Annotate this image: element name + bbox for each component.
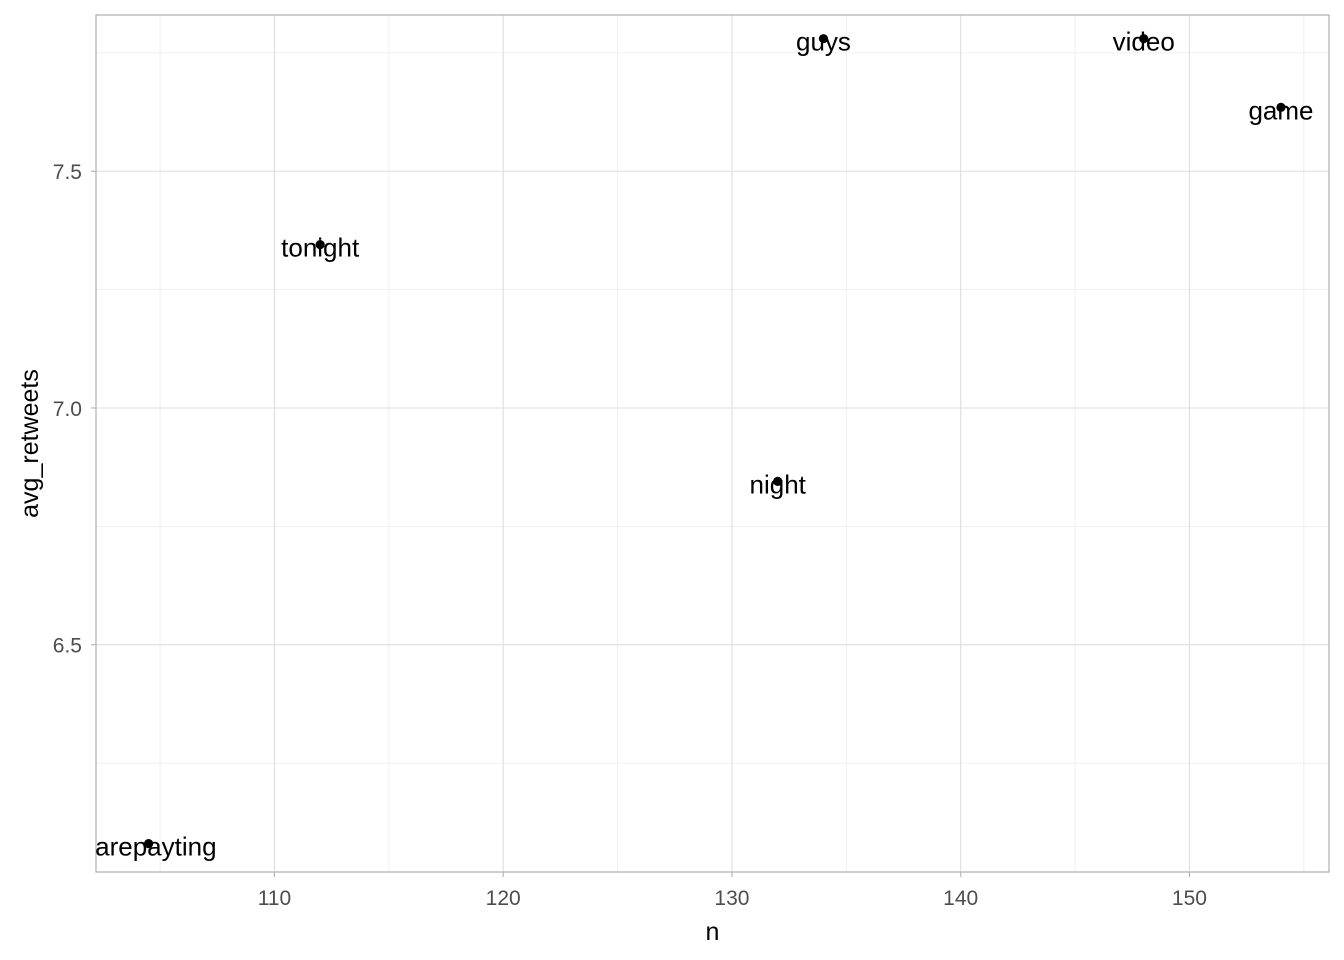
point-label: game [1248, 95, 1313, 125]
point-label: earepayting [81, 832, 217, 862]
x-axis-title: n [706, 918, 720, 946]
x-tick-label: 120 [486, 887, 521, 910]
x-tick-label: 110 [258, 887, 291, 910]
data-point [773, 476, 783, 486]
y-axis-title: avg_retweets [16, 369, 44, 518]
x-tick-label: 150 [1172, 887, 1207, 910]
gridlines [96, 15, 1329, 872]
point-label: night [750, 469, 807, 499]
point-label: guys [796, 27, 851, 57]
y-tick-label: 7.5 [53, 161, 82, 184]
data-point [144, 838, 154, 849]
y-tick-label: 7.0 [53, 398, 82, 421]
data-point [818, 34, 829, 44]
y-tick-label: 6.5 [53, 635, 82, 658]
axis-ticks: 110 120 130 140 150 6.5 7.0 7.5 [53, 161, 1207, 910]
x-tick-label: 130 [714, 887, 749, 910]
x-tick-label: 140 [943, 887, 978, 910]
plot-panel [95, 14, 1330, 873]
point-label: video [1113, 27, 1175, 57]
point-labels: earepayting tonight night guys video game [81, 27, 1313, 862]
point-label: tonight [281, 233, 360, 263]
data-point [1139, 34, 1149, 44]
data-points [144, 34, 1286, 849]
data-point [1276, 102, 1286, 112]
data-point [315, 240, 325, 250]
